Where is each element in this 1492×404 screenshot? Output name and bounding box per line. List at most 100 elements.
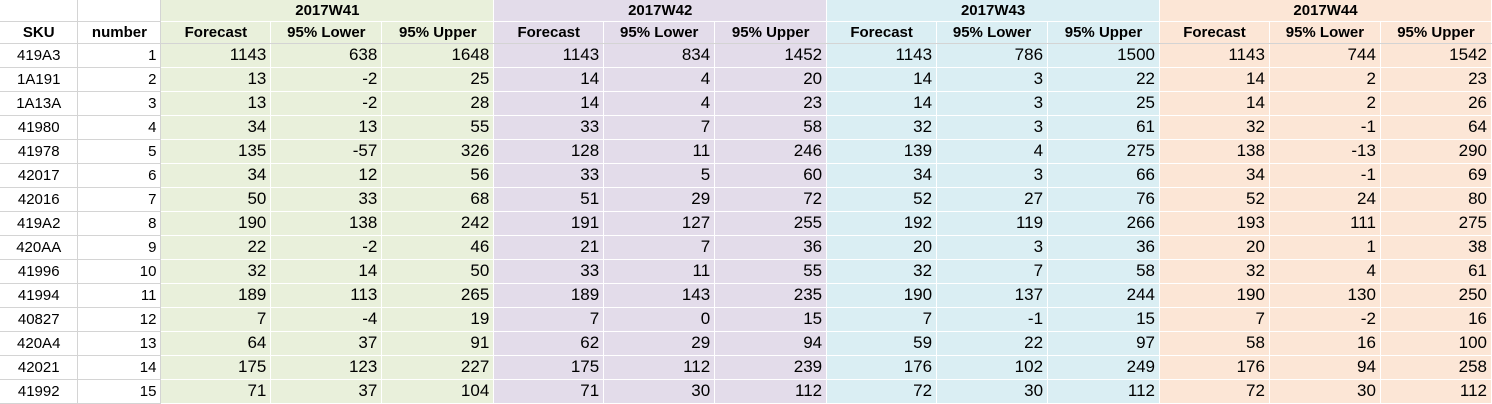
lower-bound-cell[interactable]: -2: [270, 91, 382, 115]
upper-bound-cell[interactable]: 25: [381, 67, 494, 91]
forecast-cell[interactable]: 190: [826, 283, 937, 307]
upper-bound-cell[interactable]: 246: [714, 139, 827, 163]
forecast-column-header[interactable]: Forecast: [1159, 21, 1270, 44]
sku-cell[interactable]: 42017: [0, 163, 79, 188]
upper-bound-cell[interactable]: 242: [381, 211, 494, 235]
upper-bound-cell[interactable]: 1500: [1047, 43, 1160, 67]
forecast-cell[interactable]: 14: [493, 67, 604, 91]
upper-bound-cell[interactable]: 36: [1047, 235, 1160, 259]
forecast-cell[interactable]: 33: [493, 163, 604, 187]
forecast-cell[interactable]: 64: [160, 331, 271, 355]
upper-bound-cell[interactable]: 235: [714, 283, 827, 307]
upper-bound-cell[interactable]: 1648: [381, 43, 494, 67]
upper-bound-cell[interactable]: 61: [1047, 115, 1160, 139]
upper-bound-cell[interactable]: 326: [381, 139, 494, 163]
sku-cell[interactable]: 1A191: [0, 67, 79, 92]
forecast-cell[interactable]: 71: [160, 379, 271, 403]
lower-bound-cell[interactable]: -2: [1269, 307, 1381, 331]
lower-bound-cell[interactable]: -1: [1269, 115, 1381, 139]
forecast-cell[interactable]: 14: [826, 91, 937, 115]
sku-cell[interactable]: 41978: [0, 139, 79, 164]
forecast-cell[interactable]: 189: [493, 283, 604, 307]
lower-bound-cell[interactable]: -2: [270, 235, 382, 259]
number-cell[interactable]: 2: [77, 67, 162, 92]
forecast-cell[interactable]: 13: [160, 91, 271, 115]
lower-bound-cell[interactable]: -2: [270, 67, 382, 91]
lower-bound-cell[interactable]: 14: [270, 259, 382, 283]
forecast-cell[interactable]: 20: [826, 235, 937, 259]
forecast-column-header[interactable]: Forecast: [826, 21, 937, 44]
upper-bound-cell[interactable]: 23: [1380, 67, 1492, 91]
lower-bound-cell[interactable]: 16: [1269, 331, 1381, 355]
week-header-cell[interactable]: 2017W44: [1159, 0, 1492, 21]
forecast-cell[interactable]: 193: [1159, 211, 1270, 235]
upper-bound-cell[interactable]: 46: [381, 235, 494, 259]
upper-bound-cell[interactable]: 68: [381, 187, 494, 211]
sku-cell[interactable]: 41992: [0, 379, 79, 404]
lower-bound-cell[interactable]: 3: [936, 67, 1048, 91]
lower-bound-cell[interactable]: 33: [270, 187, 382, 211]
number-cell[interactable]: 8: [77, 211, 162, 236]
upper-bound-cell[interactable]: 69: [1380, 163, 1492, 187]
forecast-cell[interactable]: 71: [493, 379, 604, 403]
lower-bound-cell[interactable]: 2: [1269, 67, 1381, 91]
forecast-cell[interactable]: 52: [1159, 187, 1270, 211]
upper-bound-cell[interactable]: 58: [1047, 259, 1160, 283]
forecast-cell[interactable]: 32: [826, 115, 937, 139]
forecast-cell[interactable]: 7: [1159, 307, 1270, 331]
week-header-cell[interactable]: 2017W43: [826, 0, 1160, 21]
lower-bound-cell[interactable]: 22: [936, 331, 1048, 355]
upper-bound-cell[interactable]: 22: [1047, 67, 1160, 91]
forecast-cell[interactable]: 7: [160, 307, 271, 331]
forecast-cell[interactable]: 62: [493, 331, 604, 355]
week-header-cell[interactable]: 2017W41: [160, 0, 494, 21]
week-header-cell[interactable]: 2017W42: [493, 0, 827, 21]
lower-bound-cell[interactable]: 834: [603, 43, 715, 67]
lower-bound-cell[interactable]: 27: [936, 187, 1048, 211]
forecast-cell[interactable]: 1143: [826, 43, 937, 67]
lower-bound-cell[interactable]: 12: [270, 163, 382, 187]
upper-bound-cell[interactable]: 258: [1380, 355, 1492, 379]
upper-bound-cell[interactable]: 66: [1047, 163, 1160, 187]
forecast-cell[interactable]: 21: [493, 235, 604, 259]
sku-cell[interactable]: 419A3: [0, 43, 79, 68]
lower-bound-cell[interactable]: 37: [270, 331, 382, 355]
upper-bound-cell[interactable]: 23: [714, 91, 827, 115]
forecast-cell[interactable]: 32: [826, 259, 937, 283]
lower-bound-cell[interactable]: 30: [603, 379, 715, 403]
lower-bound-cell[interactable]: 143: [603, 283, 715, 307]
upper-bound-cell[interactable]: 15: [714, 307, 827, 331]
upper-bound-cell[interactable]: 19: [381, 307, 494, 331]
upper-bound-cell[interactable]: 58: [714, 115, 827, 139]
sku-cell[interactable]: 40827: [0, 307, 79, 332]
lower-bound-cell[interactable]: 130: [1269, 283, 1381, 307]
lower-bound-cell[interactable]: 1: [1269, 235, 1381, 259]
forecast-cell[interactable]: 14: [1159, 91, 1270, 115]
number-cell[interactable]: 14: [77, 355, 162, 380]
lower-bound-cell[interactable]: 786: [936, 43, 1048, 67]
upper-bound-cell[interactable]: 249: [1047, 355, 1160, 379]
lower-bound-cell[interactable]: 123: [270, 355, 382, 379]
forecast-cell[interactable]: 190: [1159, 283, 1270, 307]
lower-bound-cell[interactable]: -1: [1269, 163, 1381, 187]
forecast-cell[interactable]: 34: [826, 163, 937, 187]
forecast-cell[interactable]: 22: [160, 235, 271, 259]
number-cell[interactable]: 7: [77, 187, 162, 212]
upper-bound-cell[interactable]: 275: [1380, 211, 1492, 235]
upper-bound-cell[interactable]: 20: [714, 67, 827, 91]
number-cell[interactable]: 10: [77, 259, 162, 284]
upper-bound-cell[interactable]: 1542: [1380, 43, 1492, 67]
forecast-cell[interactable]: 32: [1159, 259, 1270, 283]
forecast-cell[interactable]: 14: [1159, 67, 1270, 91]
forecast-cell[interactable]: 7: [826, 307, 937, 331]
lower-bound-cell[interactable]: 119: [936, 211, 1048, 235]
lower-bound-cell[interactable]: 102: [936, 355, 1048, 379]
forecast-cell[interactable]: 72: [1159, 379, 1270, 403]
forecast-cell[interactable]: 1143: [160, 43, 271, 67]
lower-bound-cell[interactable]: 138: [270, 211, 382, 235]
upper-bound-cell[interactable]: 38: [1380, 235, 1492, 259]
number-cell[interactable]: 5: [77, 139, 162, 164]
lower-bound-cell[interactable]: 24: [1269, 187, 1381, 211]
forecast-cell[interactable]: 59: [826, 331, 937, 355]
lower-bound-cell[interactable]: 30: [936, 379, 1048, 403]
